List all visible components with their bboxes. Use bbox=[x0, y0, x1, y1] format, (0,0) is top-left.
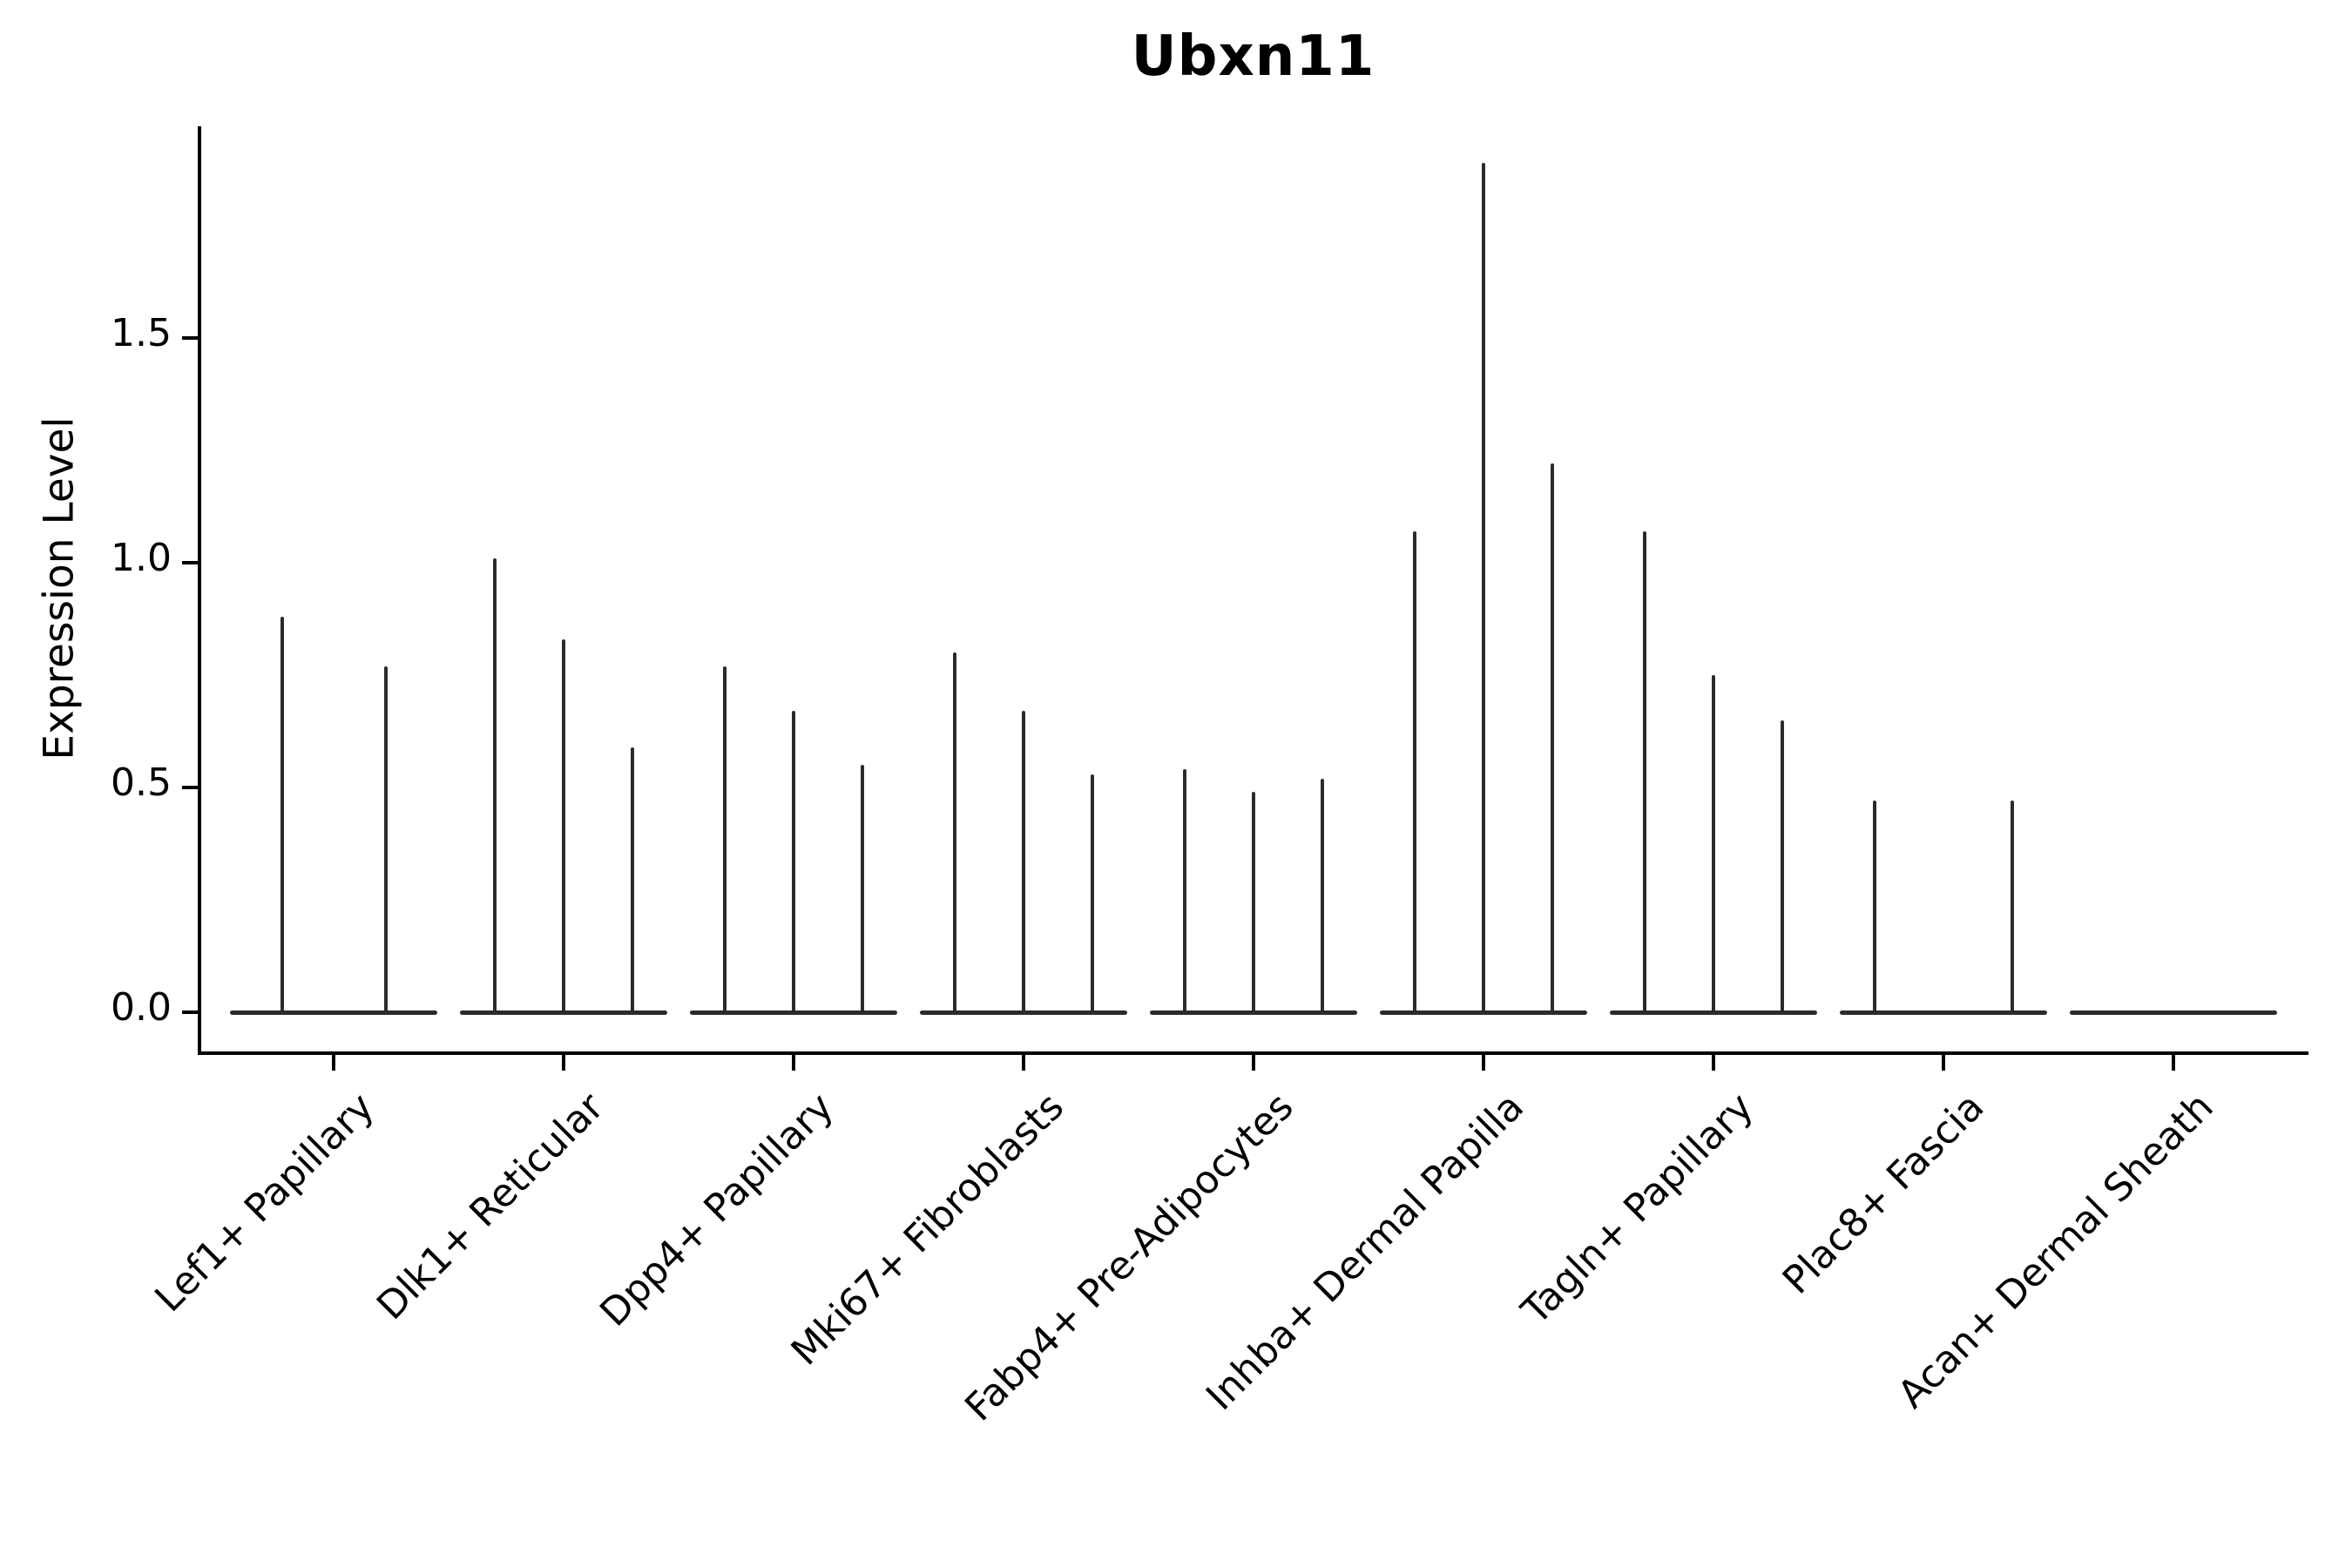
x-tick-mark bbox=[562, 1055, 565, 1071]
violin-spike bbox=[492, 558, 497, 1012]
violin-baseline bbox=[230, 1010, 437, 1015]
violin-spike bbox=[1482, 162, 1485, 1012]
x-tick-mark bbox=[332, 1055, 335, 1071]
x-tick-mark bbox=[1252, 1055, 1255, 1071]
violin-spike bbox=[1022, 711, 1025, 1012]
y-tick-label: 1.0 bbox=[111, 536, 172, 580]
y-tick-label: 0.5 bbox=[111, 760, 172, 805]
violin-baseline bbox=[690, 1010, 897, 1015]
violin-spike bbox=[1642, 531, 1646, 1012]
violin-baseline bbox=[1610, 1010, 1817, 1015]
violin-spike bbox=[2011, 801, 2015, 1012]
violin-baseline bbox=[460, 1010, 667, 1015]
violin-spike bbox=[1551, 463, 1555, 1012]
violin-baseline bbox=[1380, 1010, 1587, 1015]
x-tick-label: Lef1+ Papillary bbox=[145, 1085, 383, 1321]
x-tick-mark bbox=[1022, 1055, 1025, 1071]
x-tick-mark bbox=[1712, 1055, 1715, 1071]
x-tick-label: Dpp4+ Papillary bbox=[591, 1085, 843, 1335]
x-tick-label: Plac8+ Fascia bbox=[1774, 1085, 1993, 1303]
violin-spike bbox=[1321, 778, 1325, 1012]
violin-spike bbox=[383, 666, 388, 1012]
x-tick-mark bbox=[2172, 1055, 2175, 1071]
violin-spike bbox=[792, 711, 795, 1012]
violin-spike bbox=[722, 666, 727, 1012]
violin-spike bbox=[1252, 792, 1255, 1012]
violin-spike bbox=[1091, 774, 1095, 1012]
violin-spike bbox=[562, 639, 565, 1012]
y-tick-mark bbox=[182, 561, 198, 564]
violin-spike bbox=[1712, 675, 1715, 1012]
y-tick-label: 1.5 bbox=[111, 311, 172, 355]
y-tick-mark bbox=[182, 336, 198, 340]
violin-baseline bbox=[1840, 1010, 2047, 1015]
x-tick-mark bbox=[1482, 1055, 1485, 1071]
bottom-spine bbox=[198, 1051, 2308, 1055]
y-tick-mark bbox=[182, 786, 198, 789]
chart-title: Ubxn11 bbox=[1131, 24, 1375, 89]
violin-spike bbox=[861, 765, 865, 1012]
x-tick-mark bbox=[792, 1055, 795, 1071]
violin-spike bbox=[1412, 531, 1416, 1012]
x-tick-label: Tagln+ Papillary bbox=[1513, 1085, 1763, 1334]
violin-baseline bbox=[920, 1010, 1127, 1015]
y-tick-label: 0.0 bbox=[111, 985, 172, 1030]
violin-spike bbox=[631, 747, 635, 1012]
left-spine bbox=[198, 126, 201, 1055]
violin-spike bbox=[280, 616, 284, 1012]
violin-spike bbox=[952, 652, 956, 1012]
violin-spike bbox=[1872, 801, 1876, 1012]
x-tick-label: Dlk1+ Reticular bbox=[368, 1085, 613, 1328]
violin-baseline bbox=[1150, 1010, 1357, 1015]
y-tick-mark bbox=[182, 1010, 198, 1014]
violin-spike bbox=[1781, 720, 1785, 1012]
violin-spike bbox=[1182, 769, 1186, 1012]
violin-baseline bbox=[2070, 1010, 2277, 1015]
x-tick-mark bbox=[1942, 1055, 1945, 1071]
